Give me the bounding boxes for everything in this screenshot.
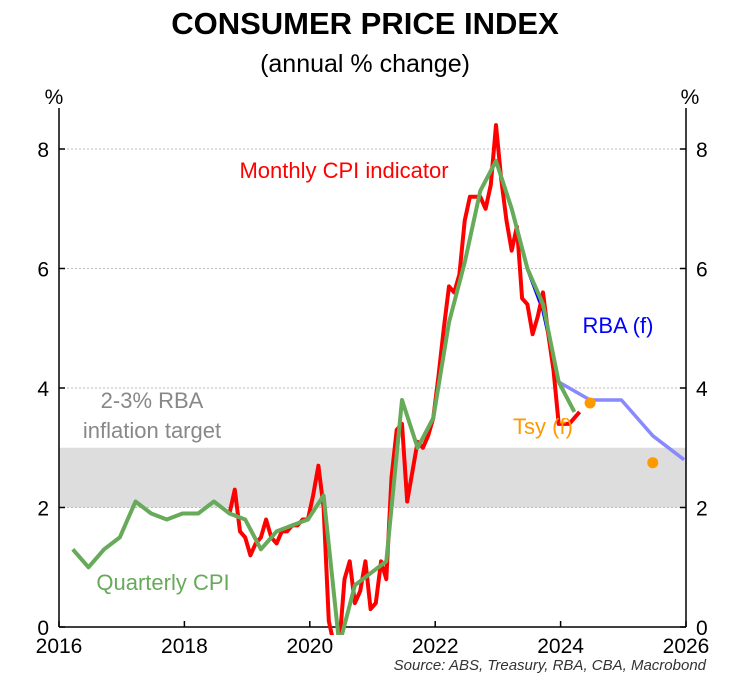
- target-band: [59, 447, 686, 508]
- y-tick-label-right: 4: [696, 378, 708, 401]
- y-tick-label-right: 8: [696, 139, 708, 162]
- y-tick-label-right: 0: [696, 617, 708, 640]
- tsy-label: Tsy (f): [513, 414, 573, 439]
- x-tick-label: 2024: [537, 635, 584, 658]
- monthly-cpi-line: [227, 123, 582, 635]
- source-note: Source: ABS, Treasury, RBA, CBA, Macrobo…: [393, 657, 706, 674]
- y-tick-label-right: 6: [696, 259, 708, 282]
- chart-title: CONSUMER PRICE INDEX: [171, 6, 559, 41]
- monthly-cpi-label: Monthly CPI indicator: [239, 158, 448, 183]
- target-band-label: 2-3% RBA: [101, 388, 204, 413]
- y-tick-label-left: 6: [37, 259, 49, 282]
- target-band-label: inflation target: [83, 418, 221, 443]
- y-tick-label-left: 4: [37, 378, 49, 401]
- quarterly-cpi-line: [71, 158, 577, 635]
- x-tick-label: 2026: [663, 635, 710, 658]
- y-tick-label-left: 0: [37, 617, 49, 640]
- tsy-forecast-point: [647, 457, 659, 469]
- rba-forecast-line: [557, 380, 686, 462]
- x-tick-label: 2022: [412, 635, 459, 658]
- y-tick-label-left: 8: [37, 139, 49, 162]
- y-tick-label-left: 2: [37, 498, 49, 521]
- y-unit-left: %: [45, 86, 64, 109]
- y-unit-right: %: [681, 86, 700, 109]
- x-tick-label: 2018: [161, 635, 208, 658]
- quarterly-cpi-label: Quarterly CPI: [96, 570, 229, 595]
- rba-label: RBA (f): [583, 313, 654, 338]
- y-tick-label-right: 2: [696, 498, 708, 521]
- x-tick-label: 2020: [286, 635, 333, 658]
- chart-subtitle: (annual % change): [260, 50, 470, 78]
- x-tick-label: 2016: [36, 635, 83, 658]
- tsy-forecast-point: [584, 397, 596, 409]
